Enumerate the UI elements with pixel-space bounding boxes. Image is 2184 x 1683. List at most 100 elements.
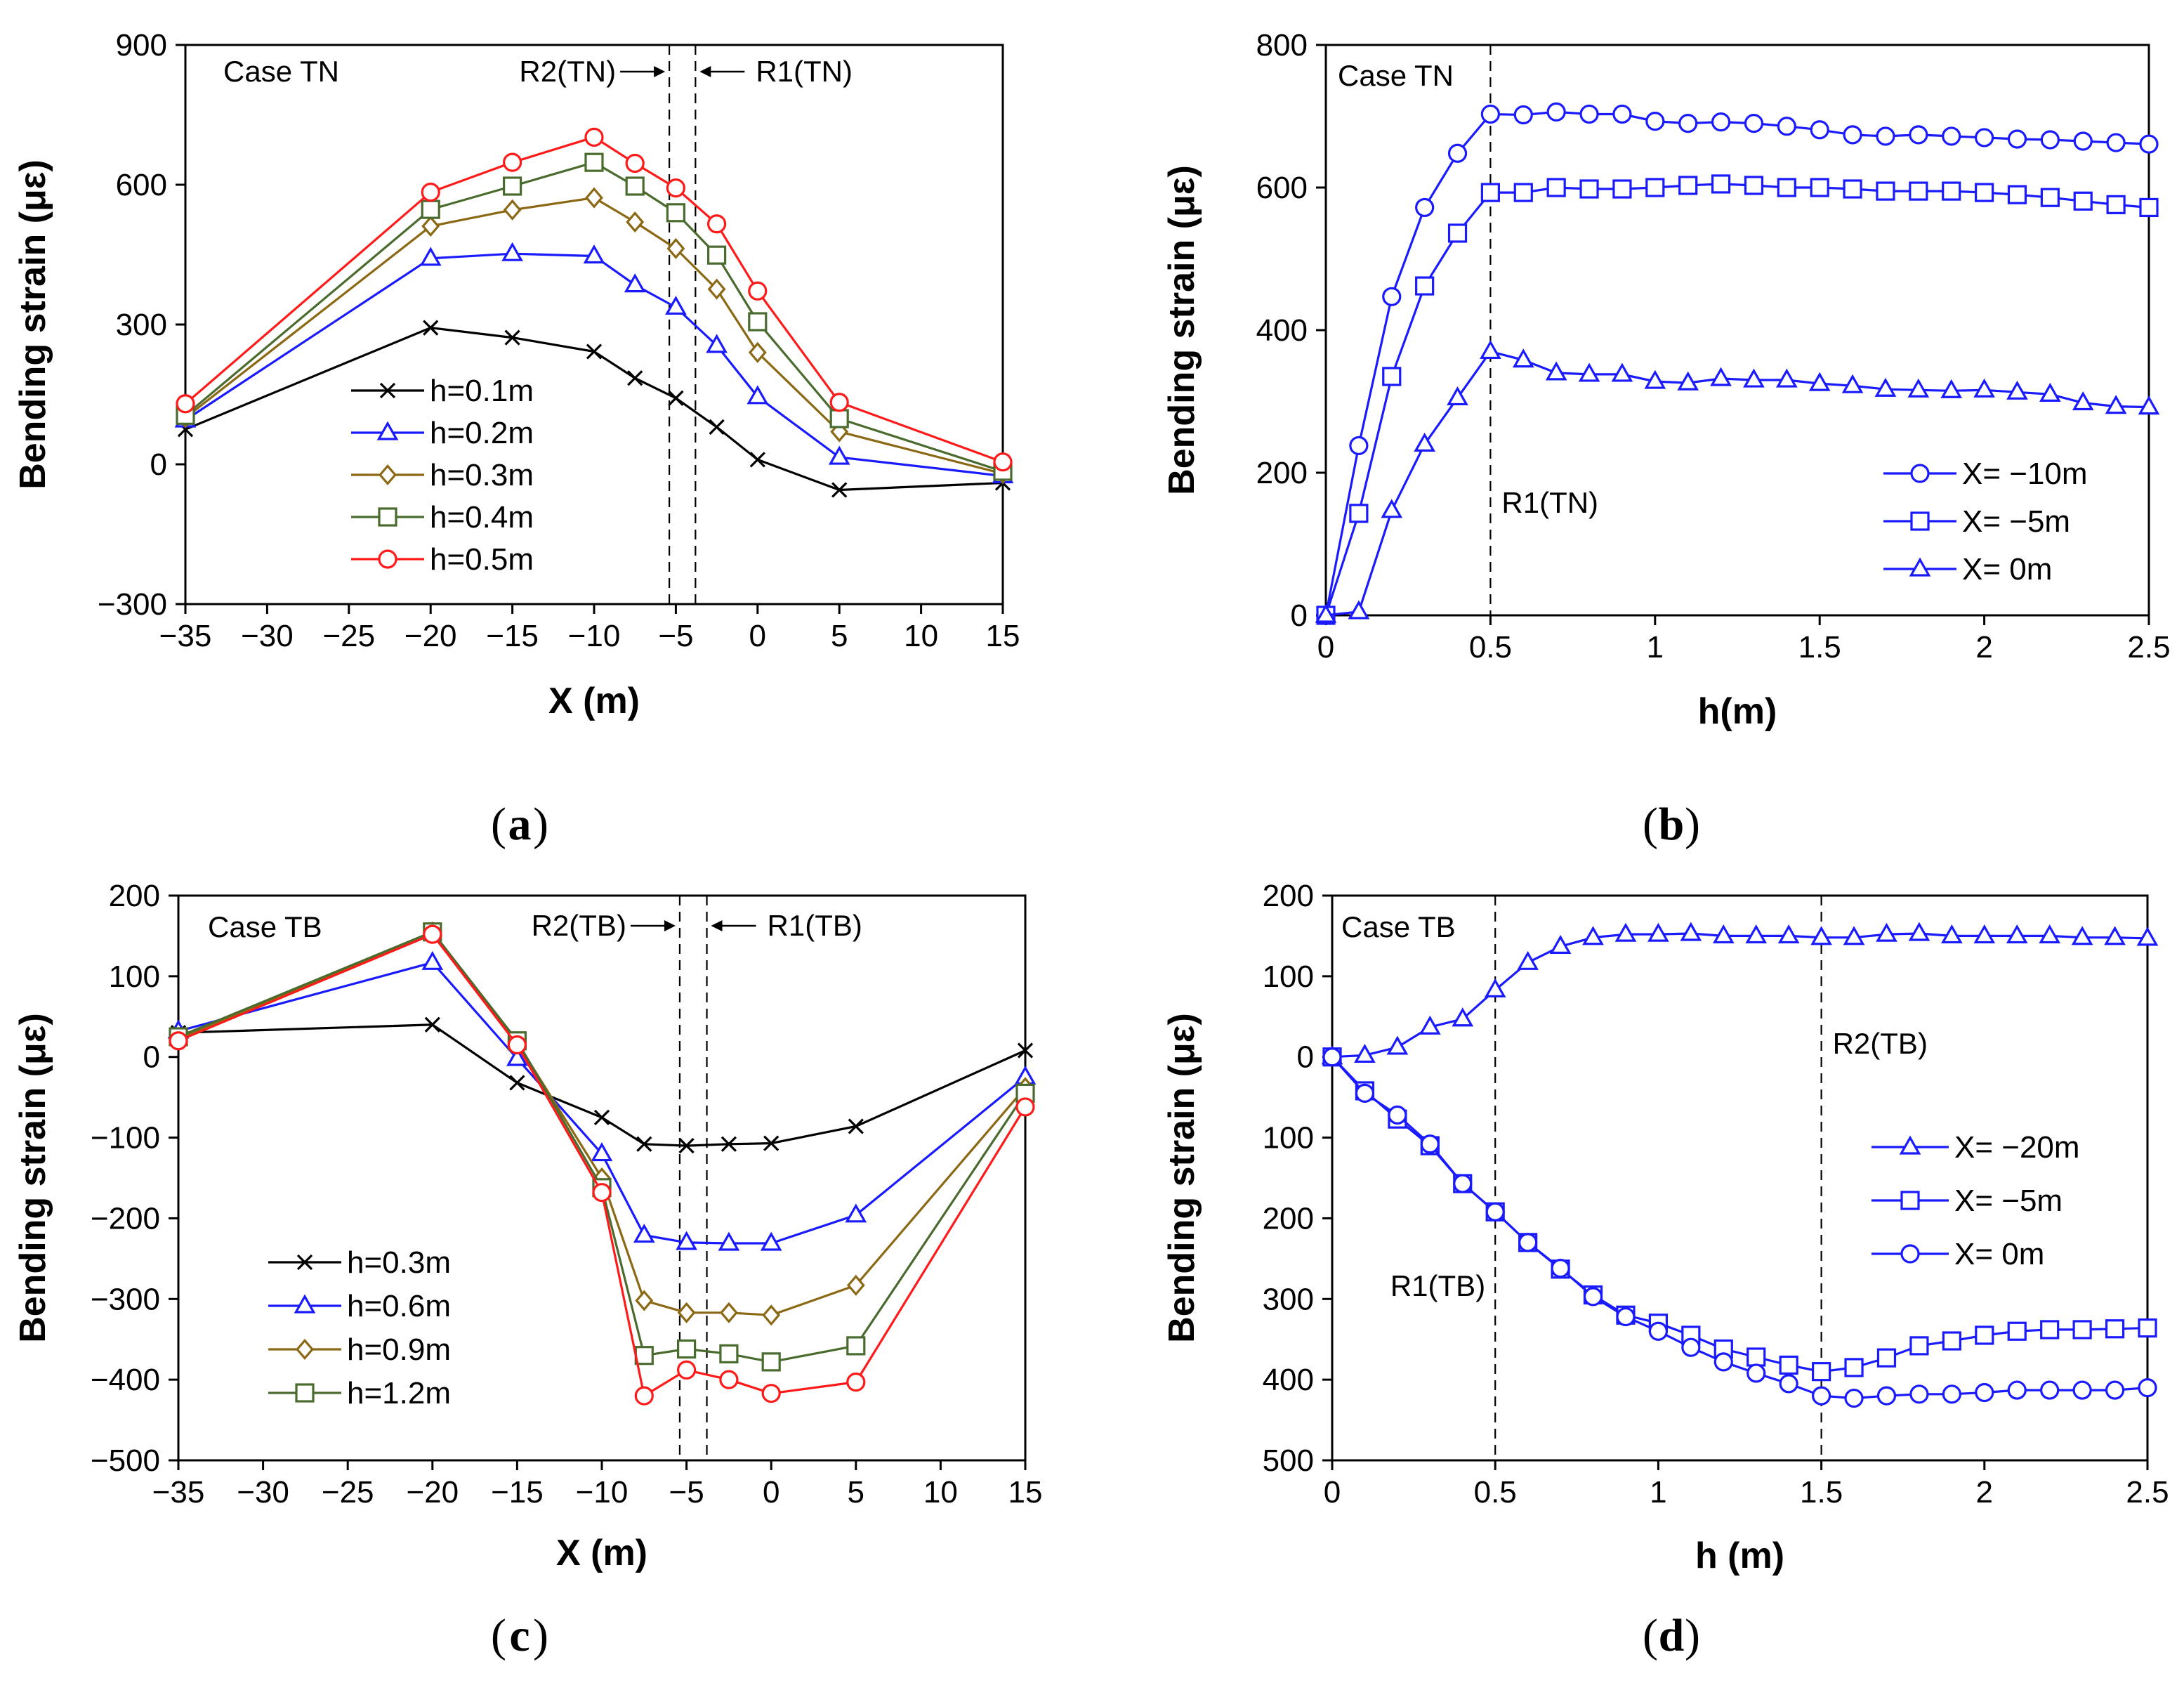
data-point: [706, 214, 727, 234]
data-point: [1453, 1174, 1473, 1193]
data-point: [760, 1231, 782, 1251]
data-point: [1419, 1015, 1441, 1035]
legend-label: h=0.2m: [430, 416, 534, 450]
x-tick-label: 5: [831, 619, 848, 653]
legend-marker: [379, 382, 396, 399]
data-point: [831, 482, 848, 498]
series-x20m: [1321, 922, 2159, 1065]
data-point: [1513, 183, 1533, 202]
y-tick-label: 500: [1263, 1443, 1314, 1478]
data-point: [1546, 178, 1566, 197]
series-x0m: [1322, 1047, 2157, 1408]
x-tick-label: −35: [152, 1475, 205, 1510]
data-point: [2106, 133, 2126, 152]
data-point: [1908, 922, 1930, 941]
data-point: [1746, 1363, 1766, 1383]
data-point: [1447, 386, 1468, 406]
data-point: [1975, 1325, 1994, 1345]
data-point: [709, 419, 725, 436]
data-point: [634, 1386, 654, 1406]
data-point: [1386, 1035, 1409, 1055]
data-point: [828, 445, 850, 465]
data-point: [2006, 924, 2028, 944]
data-point: [1452, 1007, 1474, 1027]
data-point: [583, 244, 605, 264]
series-line: [184, 136, 1004, 464]
data-point: [993, 452, 1013, 472]
caption-open: (: [491, 1610, 506, 1661]
data-point: [423, 320, 439, 336]
data-point: [2138, 395, 2160, 415]
data-point: [1743, 368, 1765, 388]
x-tick-label: −5: [669, 1475, 704, 1510]
data-point: [1841, 374, 1864, 393]
data-point: [1975, 128, 1994, 148]
data-point: [506, 1047, 528, 1066]
caption-close: ): [533, 1610, 548, 1661]
data-point: [1843, 125, 1862, 145]
caption-close: ): [1685, 799, 1700, 850]
reference-annotation: R1(TN): [756, 55, 853, 88]
data-point: [1942, 1331, 1961, 1351]
data-point: [509, 1075, 525, 1091]
data-point: [846, 1336, 866, 1356]
data-point: [1382, 367, 1402, 386]
legend-marker: [1900, 1191, 1920, 1210]
data-point: [1710, 367, 1732, 386]
data-point: [676, 1360, 697, 1380]
data-point: [1843, 179, 1862, 199]
data-point: [1644, 369, 1666, 389]
data-point: [1677, 371, 1699, 391]
data-point: [829, 409, 849, 428]
data-point: [848, 1118, 864, 1134]
x-tick-label: 0.5: [1469, 630, 1512, 664]
x-axis-label: h (m): [1695, 1535, 1784, 1576]
data-point: [584, 152, 604, 172]
data-point: [2073, 131, 2093, 151]
data-point: [748, 312, 768, 332]
x-tick-label: −15: [491, 1475, 544, 1510]
y-tick-label: 0: [150, 447, 167, 482]
data-point: [1779, 1355, 1798, 1375]
data-point: [678, 1137, 695, 1154]
y-tick-label: 800: [1256, 28, 1308, 63]
series-h0.3m: [176, 187, 1012, 485]
x-tick-label: −15: [486, 619, 539, 653]
legend-label: X= −10m: [1962, 457, 2088, 491]
data-point: [2139, 134, 2159, 154]
data-point: [1414, 432, 1435, 452]
data-point: [1712, 924, 1735, 944]
data-point: [1648, 1321, 1668, 1341]
case-label: Case TB: [1341, 910, 1456, 943]
data-point: [1517, 950, 1539, 970]
data-point: [1941, 924, 1963, 944]
x-tick-label: −25: [322, 1475, 374, 1510]
case-label: Case TB: [208, 910, 322, 943]
x-tick-label: −35: [159, 619, 212, 653]
data-point: [761, 1352, 781, 1372]
x-tick-label: 2: [1976, 1475, 1993, 1510]
panel-d-chart: 500 400 300 200 100 0 100 200 0 0.5 1 1.5 2 2.5 h (m) B…: [1162, 879, 2169, 1661]
series-line: [184, 161, 1004, 473]
case-label: Case TN: [223, 55, 339, 88]
data-point: [1777, 178, 1796, 197]
data-point: [1354, 1043, 1376, 1063]
data-point: [419, 247, 442, 266]
data-point: [1975, 1382, 1994, 1403]
data-point: [665, 296, 687, 315]
series-unnamed: [169, 924, 1035, 1406]
legend: h=0.3m h=0.6m h=0.9m h=1.2m: [268, 1245, 451, 1410]
data-point: [1810, 120, 1829, 140]
data-point: [1322, 1047, 1342, 1067]
data-point: [1711, 112, 1731, 132]
data-point: [2007, 129, 2027, 149]
data-point: [1315, 603, 1337, 623]
series-line: [178, 930, 1027, 1363]
y-tick-label: −300: [98, 587, 167, 622]
legend-label: h=0.4m: [430, 500, 534, 535]
data-point: [1415, 276, 1435, 296]
y-axis-label: Bending strain (με): [1162, 1013, 1202, 1343]
data-point: [2040, 1320, 2060, 1340]
data-point: [1579, 179, 1599, 199]
x-tick-label: 0: [763, 1475, 779, 1510]
